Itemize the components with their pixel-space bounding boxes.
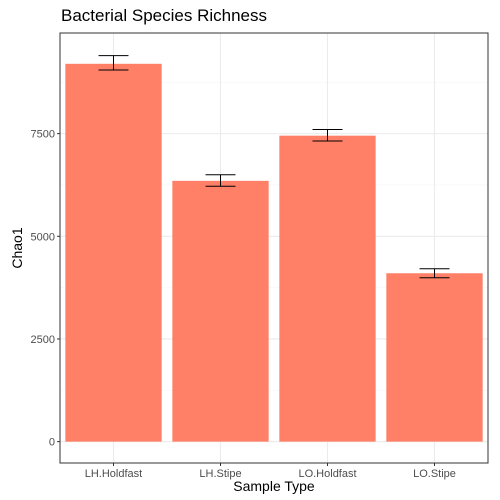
- bar-lh-holdfast: [65, 63, 162, 442]
- y-tick-label: 5000: [31, 231, 55, 243]
- x-tick-label: LO.Holdfast: [298, 468, 356, 480]
- bar-lo-holdfast: [279, 135, 376, 442]
- error-bar: [205, 174, 236, 187]
- chart-title: Bacterial Species Richness: [61, 6, 267, 25]
- y-tick-label: 0: [49, 437, 55, 449]
- x-axis-title: Sample Type: [233, 478, 315, 494]
- y-axis-title: Chao1: [9, 227, 25, 268]
- error-bar: [312, 129, 343, 142]
- error-bar: [419, 268, 450, 279]
- x-axis: LH.Holdfast LH.Stipe LO.Holdfast LO.Stipe: [85, 463, 456, 480]
- panel-border: [59, 32, 489, 464]
- bar-lo-stipe: [386, 273, 483, 442]
- y-axis: 0 2500 5000 7500: [31, 129, 60, 449]
- error-bar: [98, 55, 129, 71]
- x-tick-label: LH.Stipe: [199, 468, 241, 480]
- y-tick-label: 2500: [31, 334, 55, 346]
- bars: [65, 63, 483, 442]
- x-tick-label: LO.Stipe: [413, 468, 456, 480]
- bar-lh-stipe: [172, 180, 269, 442]
- x-tick-label: LH.Holdfast: [85, 468, 142, 480]
- error-bars: [98, 55, 450, 279]
- y-tick-label: 7500: [31, 129, 55, 141]
